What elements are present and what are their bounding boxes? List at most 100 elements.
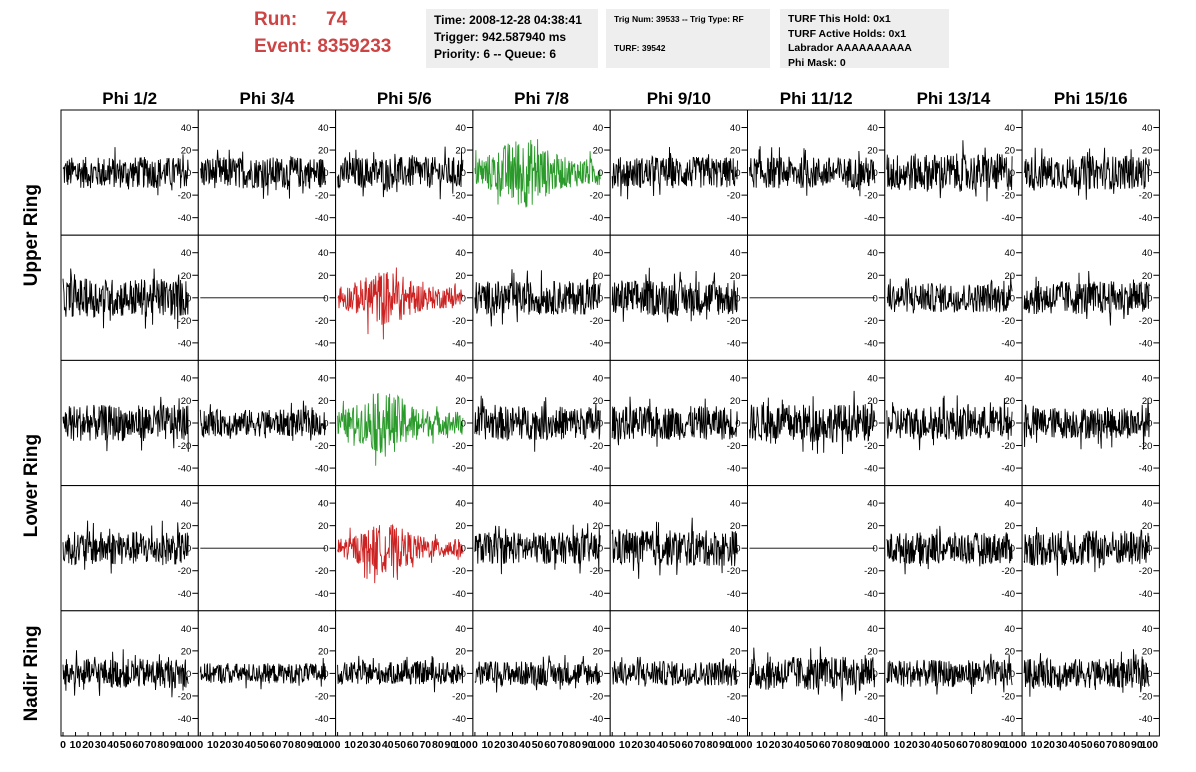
y-tick-label: 40 (867, 499, 878, 510)
labrador-line: Labrador AAAAAAAAAA (788, 42, 912, 54)
y-tick-label: -40 (178, 589, 192, 600)
x-tick-label: 90 (1131, 739, 1143, 751)
waveform-trace (474, 269, 601, 327)
y-tick-label: 0 (598, 168, 603, 179)
x-tick-label: 80 (981, 739, 993, 751)
x-tick-label: 50 (257, 739, 269, 751)
y-tick-label: -20 (315, 441, 329, 452)
y-tick-label: -20 (178, 191, 192, 202)
waveform-trace (749, 146, 876, 197)
y-tick-label: 40 (318, 373, 329, 384)
x-tick-label: 100 (1003, 739, 1021, 751)
x-tick-label: 30 (95, 739, 107, 751)
x-tick-label: 0 (335, 739, 341, 751)
y-tick-label: -40 (589, 714, 603, 725)
y-tick-label: 20 (181, 271, 192, 282)
waveform-panel: -40 -20 0 20 40 (335, 234, 474, 361)
y-tick-label: -40 (727, 589, 741, 600)
waveform-trace (474, 654, 601, 693)
ring-label: Nadir Ring (21, 625, 42, 721)
y-tick-label: 0 (186, 419, 191, 430)
x-tick-label: 40 (245, 739, 257, 751)
y-tick-label: -40 (1001, 213, 1015, 224)
y-tick-label: -40 (1139, 714, 1153, 725)
x-tick-label: 20 (1043, 739, 1055, 751)
y-tick-label: -40 (1139, 213, 1153, 224)
waveform-panel: -40 -20 0 20 40 (1021, 485, 1160, 612)
x-tick-label: 0 (609, 739, 615, 751)
y-tick-label: -20 (1001, 441, 1015, 452)
y-tick-label: 0 (873, 168, 878, 179)
waveform-trace (337, 655, 464, 693)
x-tick-label: 40 (519, 739, 531, 751)
x-tick-label: 100 (866, 739, 884, 751)
x-tick-label: 0 (1021, 739, 1027, 751)
waveform-trace (886, 525, 1013, 575)
y-tick-label: -40 (1139, 589, 1153, 600)
y-tick-label: 40 (318, 248, 329, 259)
turf-line: TURF: 39542 (614, 43, 666, 53)
y-tick-label: 0 (186, 168, 191, 179)
y-tick-label: -20 (864, 316, 878, 327)
y-tick-label: -40 (864, 213, 878, 224)
waveform-trace (1023, 649, 1150, 697)
y-tick-label: 20 (867, 521, 878, 532)
y-tick-label: -40 (452, 464, 466, 475)
y-tick-label: 40 (867, 373, 878, 384)
waveform-trace (611, 517, 738, 579)
y-tick-label: -40 (1001, 589, 1015, 600)
y-tick-label: -20 (1001, 691, 1015, 702)
x-tick-label: 90 (856, 739, 868, 751)
y-tick-label: -20 (315, 566, 329, 577)
waveform-panel: -40 -20 0 20 40 (609, 109, 749, 236)
x-tick-label: 80 (295, 739, 307, 751)
y-tick-label: 40 (730, 248, 741, 259)
y-tick-label: 40 (181, 248, 192, 259)
column-header: Phi 7/8 (514, 89, 569, 108)
waveform-panel: -40 -20 0 20 40 (1021, 109, 1160, 236)
y-tick-label: 40 (455, 499, 466, 510)
x-tick-label: 40 (931, 739, 943, 751)
x-tick-label: 60 (956, 739, 968, 751)
x-tick-label: 0 (472, 739, 478, 751)
y-tick-label: 40 (867, 248, 878, 259)
y-tick-label: 20 (867, 271, 878, 282)
column-header: Phi 9/10 (647, 89, 711, 108)
y-tick-label: 40 (593, 248, 604, 259)
x-tick-label: 10 (482, 739, 494, 751)
x-tick-label: 30 (919, 739, 931, 751)
waveform-panel: -40 -20 0 20 40 (884, 109, 1023, 236)
y-tick-label: -40 (589, 589, 603, 600)
waveform-trace (474, 523, 601, 575)
x-tick-label: 50 (1081, 739, 1093, 751)
y-tick-label: 40 (593, 499, 604, 510)
y-tick-label: -40 (452, 338, 466, 349)
y-tick-label: 20 (730, 646, 741, 657)
y-tick-label: 20 (730, 521, 741, 532)
y-tick-label: 20 (455, 521, 466, 532)
y-tick-label: 20 (1142, 271, 1153, 282)
y-tick-label: -20 (1139, 441, 1153, 452)
x-tick-label: 80 (707, 739, 719, 751)
run-event-info: Run: 74 Event: 8359233 (254, 6, 391, 60)
x-tick-label: 40 (794, 739, 806, 751)
run-value: 74 (326, 9, 348, 30)
x-tick-label: 60 (407, 739, 419, 751)
waveform-panel: -40 -20 0 20 40 (1021, 234, 1160, 361)
y-tick-label: 0 (598, 419, 603, 430)
waveform-trace (199, 657, 327, 690)
y-tick-label: 40 (1005, 373, 1016, 384)
waveform-panel: -40 -20 0 20 40 (609, 359, 749, 487)
y-tick-label: 40 (730, 373, 741, 384)
y-tick-label: -40 (727, 464, 741, 475)
y-tick-label: 40 (318, 123, 329, 134)
y-tick-label: -20 (178, 316, 192, 327)
x-tick-label: 90 (994, 739, 1006, 751)
waveform-trace (886, 653, 1013, 695)
y-tick-label: 20 (1142, 146, 1153, 157)
x-tick-label: 50 (669, 739, 681, 751)
y-tick-label: 0 (873, 419, 878, 430)
y-tick-label: 20 (1142, 396, 1153, 407)
y-tick-label: -20 (452, 191, 466, 202)
waveform-panel: -40 -20 0 20 40 (472, 109, 611, 236)
